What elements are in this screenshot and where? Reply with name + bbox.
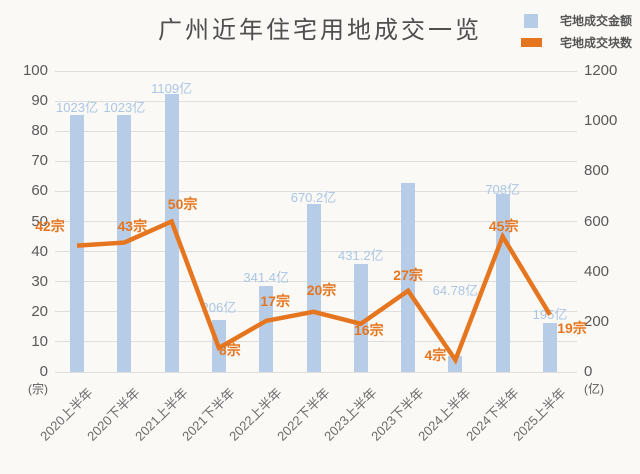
right-axis-tick: 800 (584, 162, 610, 180)
bar (164, 93, 179, 372)
line-series-swatch-icon (520, 38, 542, 47)
gridline (55, 371, 577, 373)
bar-value-label: 670.2亿 (290, 189, 337, 205)
bar (117, 115, 132, 372)
bar-value-label: 708亿 (485, 182, 521, 198)
bar-value-label: 1023亿 (103, 100, 146, 116)
right-axis-tick: 600 (584, 212, 610, 230)
left-axis-tick: 70 (31, 152, 48, 170)
left-axis-tick: 0 (39, 363, 48, 380)
gridline (55, 160, 577, 162)
gridline (55, 130, 577, 132)
bar-value-label: 1109亿 (151, 80, 193, 96)
line-value-label: 17宗 (260, 292, 290, 309)
line-value-label: 43宗 (117, 217, 148, 234)
left-axis-unit-label: (宗) (28, 382, 48, 396)
gridline (55, 190, 577, 192)
line-value-label: 20宗 (306, 281, 337, 298)
chart-title: 广州近年住宅用地成交一览 (158, 18, 482, 44)
line-value-label: 50宗 (167, 195, 198, 212)
left-axis-tick: 30 (31, 272, 48, 290)
bar-series-swatch-icon (524, 13, 538, 28)
left-axis-tick: 10 (31, 332, 48, 350)
bar-value-label: 1023亿 (56, 100, 98, 116)
swatch-box (514, 13, 548, 28)
swatch-box (514, 38, 548, 47)
line-value-label: 16宗 (354, 321, 384, 338)
line-value-label: 27宗 (393, 266, 423, 283)
gridline (55, 70, 577, 72)
line-value-label: 19宗 (557, 319, 587, 336)
line-value-label: 42宗 (35, 217, 65, 234)
left-axis-tick: 20 (31, 302, 48, 320)
right-axis-tick: 1000 (584, 112, 618, 130)
bar-value-label: 64.78亿 (432, 282, 479, 298)
line-value-label: 8宗 (218, 341, 241, 358)
left-axis-tick: 60 (31, 182, 48, 200)
right-axis-tick: 200 (584, 312, 610, 330)
right-axis-unit-label: (亿) (584, 382, 604, 396)
left-axis-tick: 80 (31, 122, 48, 140)
left-axis-tick: 90 (31, 92, 48, 110)
left-axis-tick: 40 (31, 242, 48, 260)
bar (70, 115, 84, 372)
legend-item-parcel-count: 宅地成交块数 (514, 35, 632, 50)
line-value-label: 4宗 (424, 346, 447, 363)
legend-item-transaction-amount: 宅地成交金额 (514, 13, 632, 28)
left-axis-tick: 100 (22, 62, 48, 79)
x-axis-label: 2020上半年 (37, 385, 96, 444)
line-value-label: 45宗 (488, 217, 519, 234)
right-axis-tick: 0 (584, 363, 593, 380)
gridline (55, 100, 577, 102)
legend-label-parcel-count: 宅地成交块数 (560, 36, 633, 50)
right-axis-tick: 1200 (584, 62, 618, 79)
bar (353, 263, 368, 372)
left-axis-tick: 50 (31, 212, 48, 230)
legend: 宅地成交金额 宅地成交块数 (514, 13, 632, 50)
legend-label-transaction-amount: 宅地成交金额 (560, 14, 633, 28)
right-axis-tick: 400 (584, 262, 610, 280)
bar-value-label: 431.2亿 (338, 247, 384, 263)
